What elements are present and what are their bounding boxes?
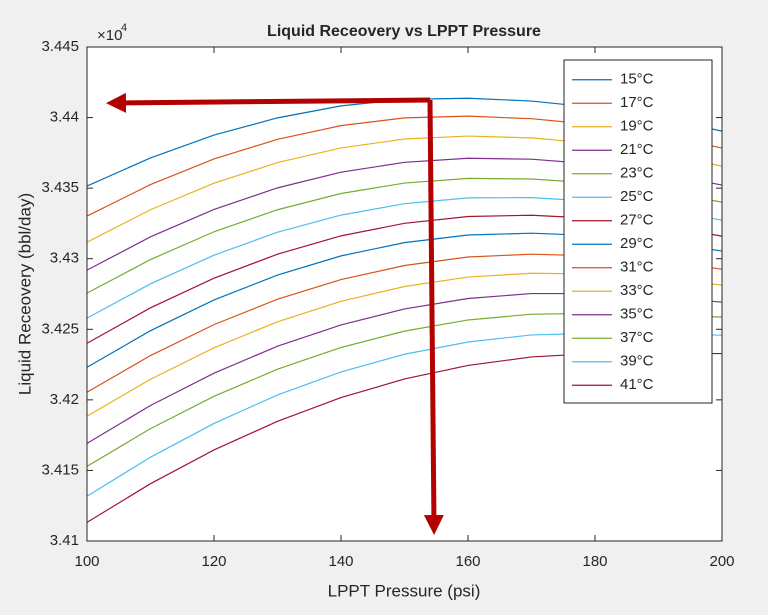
legend-label: 41°C bbox=[620, 376, 654, 393]
y-multiplier-base: ×10 bbox=[97, 27, 122, 44]
y-tick-label: 3.42 bbox=[50, 391, 79, 408]
y-tick-label: 3.44 bbox=[50, 109, 79, 126]
annotation-arrow bbox=[423, 99, 444, 535]
y-axis-label: Liquid Receovery (bbl/day) bbox=[15, 193, 34, 395]
legend-label: 27°C bbox=[620, 212, 654, 229]
legend: 15°C 17°C 19°C 21°C 23°C 25°C 27°C 29°C 31°C 33°C… bbox=[563, 59, 713, 404]
chart-title: Liquid Receovery vs LPPT Pressure bbox=[267, 23, 541, 40]
x-tick-label: 100 bbox=[74, 553, 99, 570]
x-tick-label: 180 bbox=[582, 553, 607, 570]
legend-label: 39°C bbox=[620, 353, 654, 370]
x-tick-label: 160 bbox=[455, 553, 480, 570]
legend-label: 19°C bbox=[620, 118, 654, 135]
x-tick-label: 200 bbox=[709, 553, 734, 570]
legend-label: 33°C bbox=[620, 282, 654, 299]
y-tick-label: 3.445 bbox=[41, 38, 79, 55]
legend-label: 35°C bbox=[620, 306, 654, 323]
y-tick-label: 3.43 bbox=[50, 250, 79, 267]
annotation-arrow bbox=[106, 92, 431, 113]
legend-box bbox=[563, 59, 713, 404]
axes-box bbox=[86, 46, 723, 542]
legend-label: 37°C bbox=[620, 329, 654, 346]
legend-label: 21°C bbox=[620, 141, 654, 158]
y-tick-label: 3.435 bbox=[41, 179, 79, 196]
y-tick-label: 3.415 bbox=[41, 461, 79, 478]
x-tick-label: 120 bbox=[201, 553, 226, 570]
legend-label: 29°C bbox=[620, 235, 654, 252]
y-tick-label: 3.425 bbox=[41, 320, 79, 337]
x-tick-label: 140 bbox=[328, 553, 353, 570]
legend-label: 23°C bbox=[620, 165, 654, 182]
legend-label: 17°C bbox=[620, 94, 654, 111]
y-multiplier-exponent: 4 bbox=[121, 22, 127, 34]
x-axis-label: LPPT Pressure (psi) bbox=[328, 581, 481, 600]
legend-label: 25°C bbox=[620, 188, 654, 205]
y-tick-label: 3.41 bbox=[50, 532, 79, 549]
legend-label: 31°C bbox=[620, 259, 654, 276]
legend-label: 15°C bbox=[620, 71, 654, 88]
